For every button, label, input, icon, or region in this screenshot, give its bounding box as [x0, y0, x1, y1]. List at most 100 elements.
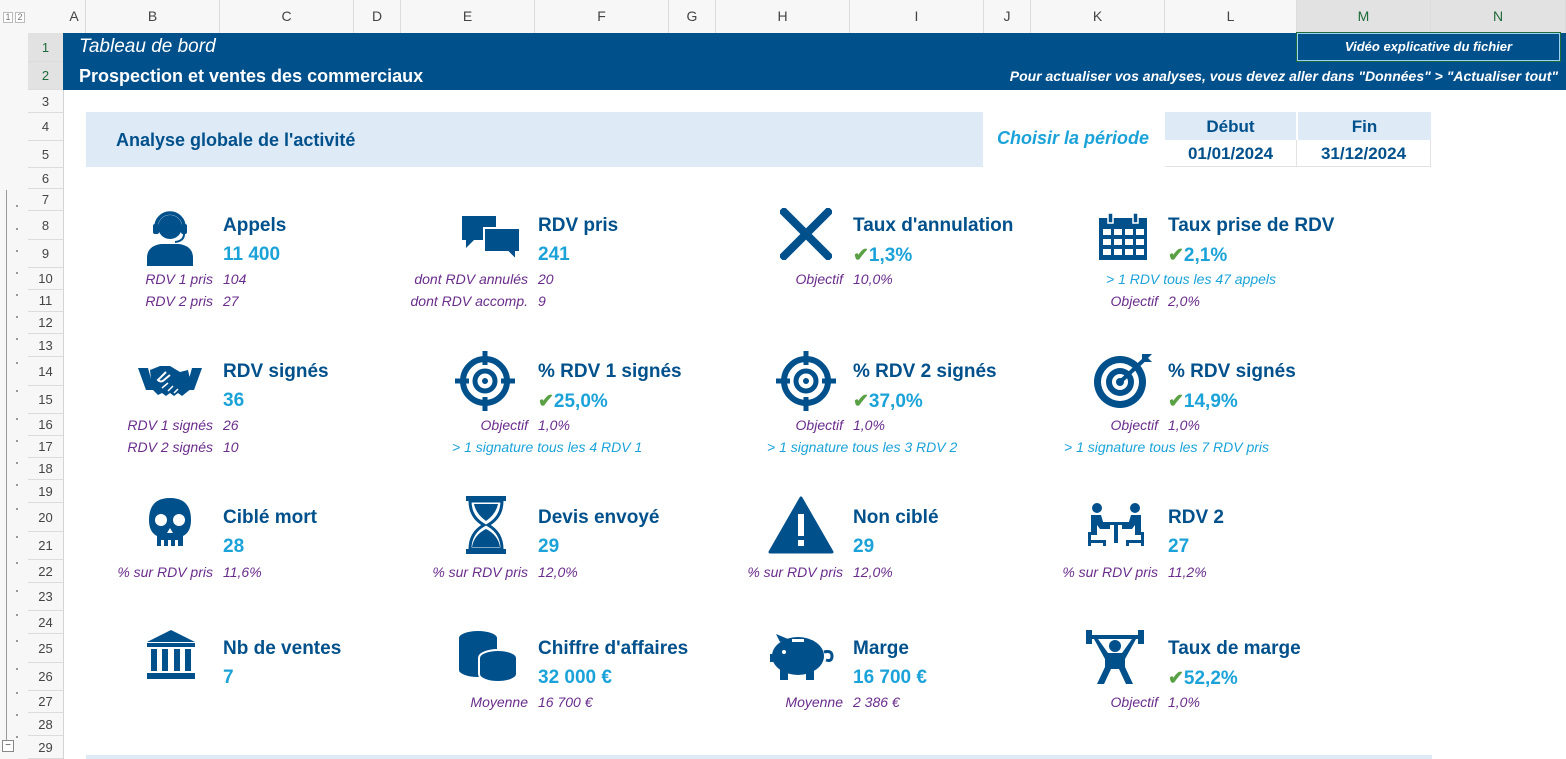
column-header[interactable]: L [1165, 0, 1297, 33]
section-divider [86, 755, 1432, 759]
headset-user-icon [147, 211, 193, 266]
outline-level-buttons[interactable]: 1 2 [0, 0, 28, 33]
column-header[interactable]: D [354, 0, 401, 33]
end-date-label: Fin [1298, 112, 1431, 140]
row-header[interactable]: 10 [28, 268, 63, 290]
outline-dot [16, 692, 18, 694]
taux-marge-title: Taux de marge [1168, 638, 1301, 659]
chiffre-affaires-title: Chiffre d'affaires [538, 638, 689, 659]
column-header[interactable]: B [86, 0, 220, 33]
row-header[interactable]: 22 [28, 560, 63, 583]
column-header[interactable]: A [63, 0, 86, 33]
row-header[interactable]: 29 [28, 736, 63, 759]
handshake-icon [138, 366, 202, 396]
outline-level-2-button[interactable]: 2 [15, 12, 25, 23]
pct-rdv1-signes-value-row: ✔25,0% [538, 390, 608, 413]
calendar-icon [1099, 212, 1147, 260]
row-header[interactable]: 4 [28, 113, 63, 141]
row-header[interactable]: 7 [28, 189, 63, 211]
pct-rdv2-signes-value: 37,0% [868, 391, 923, 412]
bank-icon [147, 630, 195, 679]
video-explanation-button[interactable]: Vidéo explicative du fichier [1296, 32, 1561, 62]
rdv2-title: RDV 2 [1168, 507, 1224, 528]
start-date-input[interactable]: 01/01/2024 [1165, 140, 1297, 167]
column-header[interactable]: I [850, 0, 984, 33]
devis-envoye-sub-label: % sur RDV pris [432, 564, 528, 580]
row-header[interactable]: 2 [28, 62, 63, 90]
appels-sub-value-2: 27 [223, 293, 239, 309]
taux-annulation-value-row: ✔1,3% [853, 244, 912, 267]
end-date-input[interactable]: 31/12/2024 [1297, 140, 1431, 167]
analysis-header-bar [86, 112, 983, 167]
column-header[interactable]: H [716, 0, 850, 33]
row-header[interactable]: 8 [28, 211, 63, 240]
row-header[interactable]: 25 [28, 634, 63, 663]
pct-rdv1-signes-value: 25,0% [553, 391, 608, 412]
row-header[interactable]: 15 [28, 386, 63, 414]
marge-value: 16 700 € [853, 667, 927, 688]
taux-annulation-sub-value: 10,0% [853, 271, 893, 287]
nb-ventes-value: 7 [223, 667, 234, 688]
row-header[interactable]: 19 [28, 480, 63, 503]
pct-rdv-signes-sub-label: Objectif [1110, 417, 1158, 433]
nb-ventes-title: Nb de ventes [223, 638, 342, 659]
column-header[interactable]: J [984, 0, 1031, 33]
marge-sub-value: 2 386 € [853, 694, 900, 710]
refresh-instructions: Pour actualiser vos analyses, vous devez… [1009, 68, 1558, 84]
rdv-pris-sub-value-1: 20 [538, 271, 554, 287]
row-header[interactable]: 3 [28, 90, 63, 113]
non-cible-title: Non ciblé [853, 507, 939, 528]
column-header[interactable]: N [1431, 0, 1566, 33]
row-header[interactable]: 1 [28, 33, 63, 62]
outline-level-1-button[interactable]: 1 [3, 12, 13, 23]
weightlifter-icon [1086, 630, 1144, 684]
taux-annulation-value: 1,3% [868, 245, 913, 266]
row-header[interactable]: 24 [28, 611, 63, 634]
outline-dot [16, 294, 18, 296]
outline-dot [16, 736, 18, 738]
outline-dot [16, 205, 18, 207]
appels-sub-value-1: 104 [223, 271, 247, 287]
check-icon: ✔ [1168, 391, 1184, 412]
rdv-signes-title: RDV signés [223, 361, 329, 382]
outline-dot [16, 640, 18, 642]
outline-dot [16, 536, 18, 538]
taux-marge-sub-label: Objectif [1110, 694, 1158, 710]
column-header[interactable]: F [535, 0, 669, 33]
row-header[interactable]: 6 [28, 168, 63, 189]
column-header[interactable]: M [1297, 0, 1431, 33]
row-header[interactable]: 18 [28, 458, 63, 480]
rdv2-sub-value: 11,2% [1168, 564, 1207, 580]
check-icon: ✔ [853, 391, 869, 412]
row-header[interactable]: 5 [28, 141, 63, 168]
pct-rdv2-signes-value-row: ✔37,0% [853, 390, 923, 413]
skull-icon [149, 498, 191, 548]
row-header[interactable]: 27 [28, 691, 63, 713]
row-header[interactable]: 28 [28, 713, 63, 736]
row-header[interactable]: 9 [28, 240, 63, 268]
row-header[interactable]: 20 [28, 503, 63, 532]
row-header[interactable]: 26 [28, 663, 63, 691]
row-header[interactable]: 21 [28, 532, 63, 560]
pct-rdv-signes-note: > 1 signature tous les 7 RDV pris [1064, 439, 1270, 455]
pct-rdv-signes-value: 14,9% [1183, 391, 1238, 412]
column-header[interactable]: K [1031, 0, 1165, 33]
row-header[interactable]: 11 [28, 290, 63, 312]
column-header[interactable]: E [401, 0, 535, 33]
column-header-bar: 1 2 A B C D E F G H I J K L M N [0, 0, 1566, 34]
column-header[interactable]: C [220, 0, 354, 33]
row-header[interactable]: 17 [28, 436, 63, 458]
taux-marge-value: 52,2% [1183, 668, 1238, 689]
outline-dot [16, 228, 18, 230]
row-header[interactable]: 14 [28, 357, 63, 386]
row-header[interactable]: 13 [28, 334, 63, 357]
rdv-pris-title: RDV pris [538, 215, 619, 236]
column-header[interactable]: G [669, 0, 716, 33]
row-header[interactable]: 23 [28, 583, 63, 611]
non-cible-value: 29 [853, 536, 875, 557]
pct-rdv1-signes-note: > 1 signature tous les 4 RDV 1 [452, 439, 643, 455]
row-header[interactable]: 12 [28, 312, 63, 334]
outline-dot [16, 590, 18, 592]
row-header[interactable]: 16 [28, 414, 63, 436]
collapse-group-button[interactable]: − [2, 740, 14, 752]
